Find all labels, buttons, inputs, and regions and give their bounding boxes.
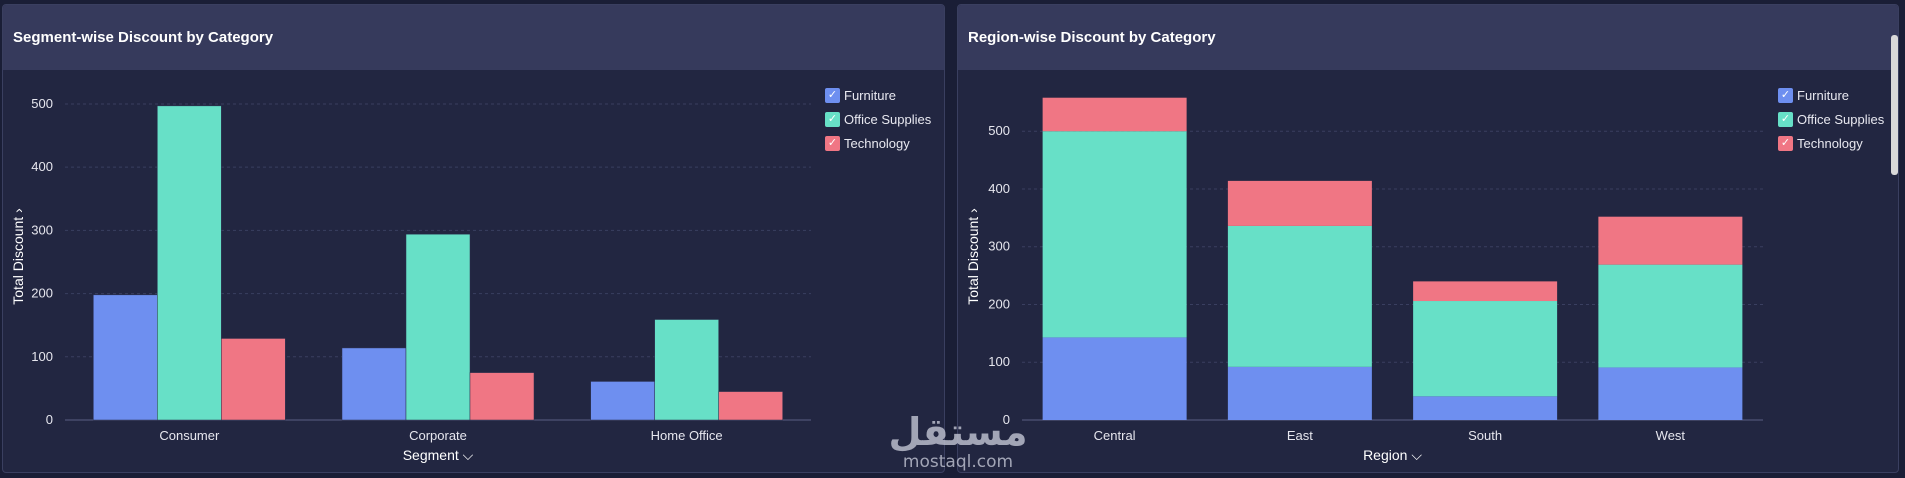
y-tick-label: 400 bbox=[988, 181, 1010, 196]
region-chart-title: Region-wise Discount by Category bbox=[958, 5, 1898, 70]
y-tick-label: 200 bbox=[988, 296, 1010, 311]
bar-corporate-technology[interactable] bbox=[469, 372, 535, 421]
watermark: مستقل mostaql.com bbox=[888, 412, 1028, 472]
x-tick-label: West bbox=[1656, 428, 1686, 443]
bar-corporate-furniture[interactable] bbox=[341, 347, 407, 421]
legend-label: Technology bbox=[844, 135, 910, 151]
x-tick-label: East bbox=[1287, 428, 1313, 443]
x-tick-label: Corporate bbox=[409, 428, 467, 443]
watermark-text: mostaql.com bbox=[902, 452, 1014, 472]
y-tick-label: 0 bbox=[1003, 412, 1010, 427]
bar-east-office-supplies[interactable] bbox=[1227, 225, 1372, 367]
bar-corporate-office-supplies[interactable] bbox=[405, 233, 471, 421]
bar-south-technology[interactable] bbox=[1413, 281, 1558, 302]
segment-chart-svg: 0 100 200 300 400 500 Total Discount › Consumer… bbox=[10, 96, 811, 463]
region-chart-svg: 0 100 200 300 400 500 Total Discount › Central E… bbox=[965, 97, 1763, 463]
y-tick-label: 200 bbox=[31, 286, 53, 301]
y-tick-label: 300 bbox=[988, 239, 1010, 254]
legend-item-technology[interactable]: ✓ Technology bbox=[825, 131, 931, 155]
legend-label: Technology bbox=[1797, 135, 1863, 151]
scrollbar[interactable] bbox=[1891, 35, 1898, 175]
bar-south-office-supplies[interactable] bbox=[1413, 301, 1558, 397]
bar-east-technology[interactable] bbox=[1227, 180, 1372, 226]
checkbox-icon[interactable]: ✓ bbox=[1778, 135, 1793, 151]
bar-west-technology[interactable] bbox=[1598, 216, 1743, 265]
y-tick-label: 300 bbox=[31, 222, 53, 237]
x-axis-title[interactable]: Region ⌵ bbox=[1363, 447, 1422, 463]
checkbox-icon[interactable]: ✓ bbox=[1778, 87, 1793, 103]
bar-central-furniture[interactable] bbox=[1042, 337, 1187, 420]
bar-home-office-furniture[interactable] bbox=[590, 381, 655, 421]
segment-chart-legend: ✓ Furniture ✓ Office Supplies ✓ Technology bbox=[825, 83, 931, 155]
y-tick-label: 500 bbox=[988, 123, 1010, 138]
region-chart-legend: ✓ Furniture ✓ Office Supplies ✓ Technology bbox=[1778, 83, 1884, 155]
bar-consumer-office-supplies[interactable] bbox=[157, 105, 222, 421]
bar-east-furniture[interactable] bbox=[1227, 366, 1372, 420]
watermark-logo: مستقل bbox=[888, 410, 1028, 454]
checkbox-icon[interactable]: ✓ bbox=[825, 135, 840, 151]
x-tick-label: Home Office bbox=[651, 428, 723, 443]
legend-label: Furniture bbox=[1797, 87, 1850, 103]
segment-chart-title: Segment-wise Discount by Category bbox=[3, 5, 944, 70]
x-tick-label: Consumer bbox=[159, 428, 220, 443]
bar-west-office-supplies[interactable] bbox=[1598, 264, 1743, 368]
x-tick-label: South bbox=[1468, 428, 1502, 443]
legend-item-technology[interactable]: ✓ Technology bbox=[1778, 131, 1884, 155]
legend-label: Office Supplies bbox=[1797, 111, 1885, 127]
x-axis-title[interactable]: Segment ⌵ bbox=[403, 447, 474, 463]
y-axis-title[interactable]: Total Discount › bbox=[965, 208, 981, 305]
segment-chart-panel: Segment-wise Discount by Category 0 100 20… bbox=[2, 4, 945, 473]
legend-item-furniture[interactable]: ✓ Furniture bbox=[825, 83, 931, 107]
checkbox-icon[interactable]: ✓ bbox=[825, 111, 840, 127]
legend-label: Furniture bbox=[844, 87, 897, 103]
bar-consumer-technology[interactable] bbox=[221, 338, 286, 421]
legend-item-office-supplies[interactable]: ✓ Office Supplies bbox=[1778, 107, 1884, 131]
y-axis-title[interactable]: Total Discount › bbox=[10, 208, 26, 305]
y-tick-label: 100 bbox=[988, 354, 1010, 369]
bar-west-furniture[interactable] bbox=[1598, 367, 1743, 420]
legend-item-furniture[interactable]: ✓ Furniture bbox=[1778, 83, 1884, 107]
y-tick-label: 0 bbox=[46, 412, 53, 427]
bar-south-furniture[interactable] bbox=[1413, 396, 1558, 420]
region-chart-panel: Region-wise Discount by Category 0 100 200… bbox=[957, 4, 1899, 473]
checkbox-icon[interactable]: ✓ bbox=[825, 87, 840, 103]
legend-label: Office Supplies bbox=[844, 111, 932, 127]
bar-consumer-furniture[interactable] bbox=[93, 294, 158, 421]
y-tick-label: 500 bbox=[31, 96, 53, 111]
bar-home-office-office-supplies[interactable] bbox=[654, 319, 719, 421]
legend-item-office-supplies[interactable]: ✓ Office Supplies bbox=[825, 107, 931, 131]
y-tick-label: 400 bbox=[31, 159, 53, 174]
x-tick-label: Central bbox=[1094, 428, 1136, 443]
bar-central-office-supplies[interactable] bbox=[1042, 131, 1187, 338]
bar-central-technology[interactable] bbox=[1042, 97, 1187, 132]
y-tick-label: 100 bbox=[31, 349, 53, 364]
bar-home-office-technology[interactable] bbox=[718, 391, 783, 421]
checkbox-icon[interactable]: ✓ bbox=[1778, 111, 1793, 127]
